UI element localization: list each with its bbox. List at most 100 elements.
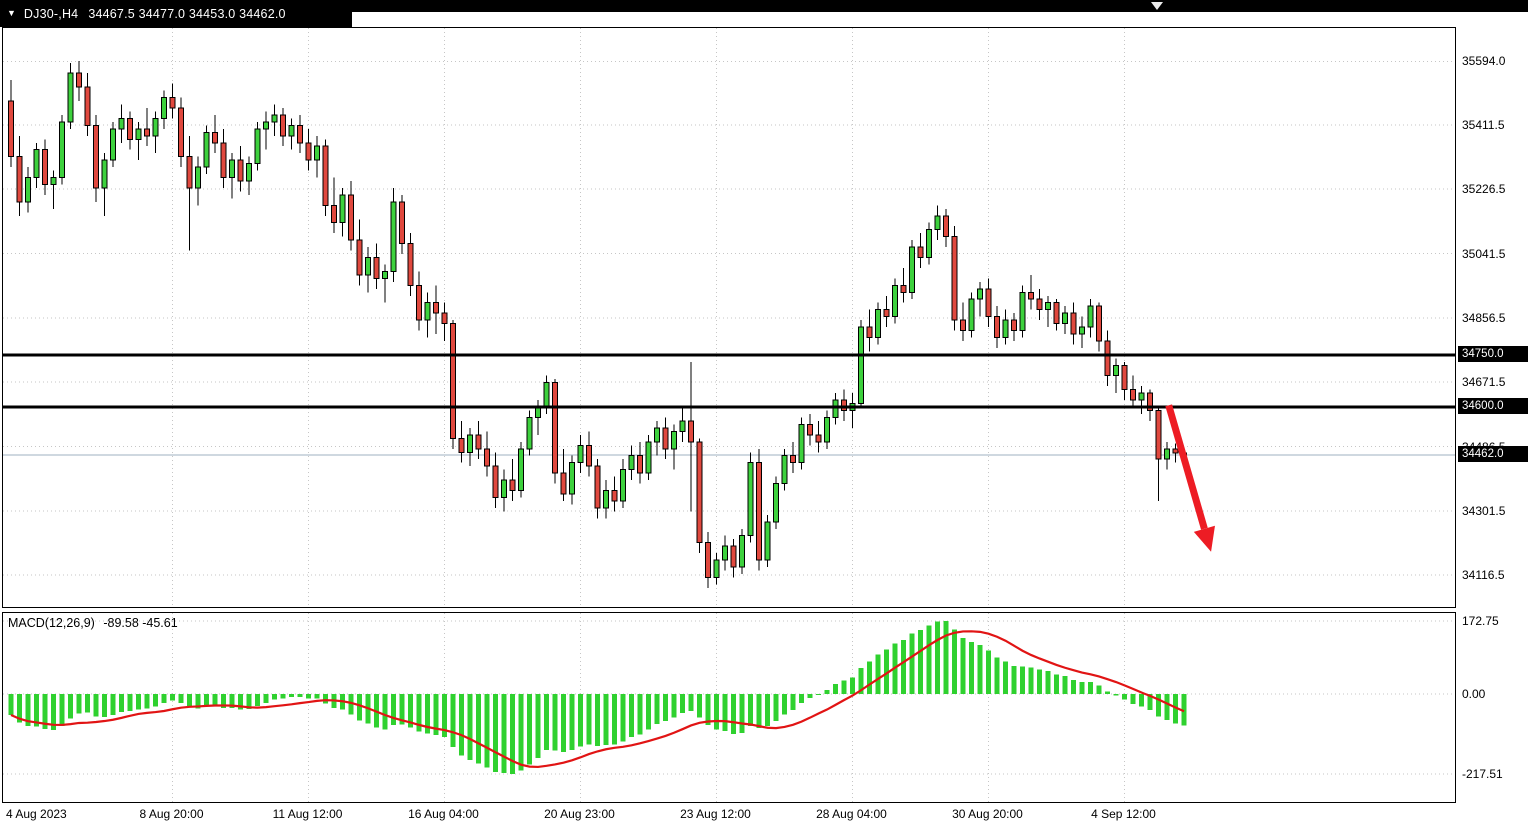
candle-body bbox=[169, 97, 176, 109]
macd-bar bbox=[127, 694, 133, 712]
chart-menu-icon[interactable]: ▼ bbox=[7, 8, 16, 18]
price-chart-canvas bbox=[3, 28, 1455, 607]
candle-body bbox=[960, 319, 966, 332]
indicator-tick-label: 172.75 bbox=[1462, 614, 1499, 628]
macd-bar bbox=[153, 694, 158, 707]
macd-bar bbox=[1054, 674, 1059, 694]
macd-bar bbox=[68, 694, 73, 719]
time-axis[interactable]: 4 Aug 2023 8 Aug 20:00 11 Aug 12:00 16 Aug … bbox=[2, 806, 1458, 825]
time-tick-label: 23 Aug 12:00 bbox=[680, 807, 751, 821]
macd-bar bbox=[433, 694, 439, 736]
macd-bar bbox=[620, 694, 626, 742]
candle-body bbox=[883, 309, 890, 318]
candle-body bbox=[339, 194, 346, 224]
candle-body bbox=[917, 246, 924, 259]
candle-body bbox=[305, 142, 312, 161]
candle-body bbox=[696, 441, 703, 544]
candle-body bbox=[246, 163, 252, 182]
indicator-tick-label: 0.00 bbox=[1462, 687, 1486, 701]
candle-body bbox=[1062, 312, 1068, 325]
candle-body bbox=[654, 427, 660, 443]
candle-body bbox=[892, 284, 898, 318]
macd-bar bbox=[603, 694, 609, 746]
candle-body bbox=[50, 177, 57, 185]
macd-bar bbox=[595, 694, 600, 747]
time-tick-label: 4 Aug 2023 bbox=[6, 807, 67, 821]
macd-bar bbox=[195, 694, 201, 709]
candle-body bbox=[662, 427, 669, 450]
macd-bar bbox=[1079, 682, 1085, 694]
macd-canvas bbox=[3, 613, 1455, 802]
macd-bar bbox=[518, 694, 524, 771]
macd-bar bbox=[1181, 694, 1187, 726]
candle-body bbox=[441, 312, 448, 325]
candles-layer bbox=[8, 61, 1187, 588]
macd-bar bbox=[357, 694, 362, 721]
candle-body bbox=[543, 382, 550, 408]
indicator-axis[interactable]: 172.75 0.00 -217.51 bbox=[1458, 612, 1528, 803]
macd-bar bbox=[85, 694, 90, 713]
candle-body bbox=[1130, 389, 1136, 401]
levels-layer[interactable] bbox=[3, 353, 1455, 409]
candle-body bbox=[1036, 298, 1043, 311]
candle-body bbox=[943, 215, 949, 238]
macd-bar bbox=[901, 640, 906, 694]
candle-body bbox=[195, 166, 201, 189]
candle-body bbox=[1138, 392, 1145, 401]
macd-bar bbox=[663, 694, 668, 722]
candle-body bbox=[637, 455, 643, 474]
candle-body bbox=[594, 465, 601, 509]
candle-body bbox=[1045, 302, 1051, 311]
macd-bar bbox=[382, 694, 388, 730]
price-chart-pane[interactable] bbox=[2, 27, 1456, 608]
candle-body bbox=[501, 479, 507, 498]
macd-bar bbox=[272, 694, 277, 700]
macd-bar bbox=[680, 694, 685, 714]
price-badge: 34462.0 bbox=[1458, 446, 1528, 463]
candle-body bbox=[773, 483, 779, 523]
macd-bar bbox=[569, 694, 575, 751]
candle-body bbox=[16, 156, 23, 203]
candle-body bbox=[84, 86, 91, 126]
macd-bar bbox=[1113, 694, 1119, 696]
candle-body bbox=[1087, 305, 1094, 328]
macd-bar bbox=[34, 694, 39, 727]
macd-indicator-pane[interactable]: MACD(12,26,9) -89.58 -45.61 bbox=[2, 612, 1456, 803]
down-trend-arrow-annotation[interactable] bbox=[1165, 404, 1215, 552]
candle-body bbox=[611, 490, 618, 502]
macd-grid-layer bbox=[3, 613, 1455, 802]
candle-body bbox=[288, 124, 295, 137]
price-axis[interactable]: 35594.0 35411.5 35226.5 35041.5 34856.5 34671… bbox=[1458, 27, 1528, 608]
chart-shift-marker-icon[interactable] bbox=[1151, 2, 1163, 10]
macd-bar bbox=[1011, 666, 1017, 694]
macd-bar bbox=[884, 649, 889, 694]
candle-body bbox=[1155, 410, 1162, 460]
macd-bar bbox=[501, 694, 507, 774]
price-tick-label: 35041.5 bbox=[1462, 246, 1506, 261]
macd-bar bbox=[246, 694, 252, 710]
macd-bar bbox=[926, 625, 932, 694]
time-tick-label: 4 Sep 12:00 bbox=[1091, 807, 1156, 821]
candle-body bbox=[186, 156, 193, 189]
macd-bar bbox=[1062, 676, 1068, 694]
macd-bar bbox=[748, 694, 753, 726]
macd-bar bbox=[824, 689, 830, 694]
macd-bar bbox=[204, 694, 209, 707]
macd-histogram bbox=[8, 621, 1187, 774]
candle-body bbox=[322, 145, 329, 206]
macd-bar bbox=[399, 694, 405, 725]
time-tick-label: 11 Aug 12:00 bbox=[272, 807, 343, 821]
macd-bar bbox=[144, 694, 150, 709]
candle-body bbox=[203, 131, 210, 168]
candle-body bbox=[858, 326, 864, 405]
candle-body bbox=[25, 177, 31, 203]
macd-bar bbox=[544, 694, 549, 751]
macd-bar bbox=[323, 694, 328, 704]
candle-body bbox=[382, 270, 388, 279]
candle-body bbox=[730, 545, 737, 568]
macd-bar bbox=[867, 661, 872, 694]
candle-body bbox=[756, 462, 762, 561]
candle-body bbox=[229, 159, 235, 179]
candle-body bbox=[135, 128, 142, 140]
